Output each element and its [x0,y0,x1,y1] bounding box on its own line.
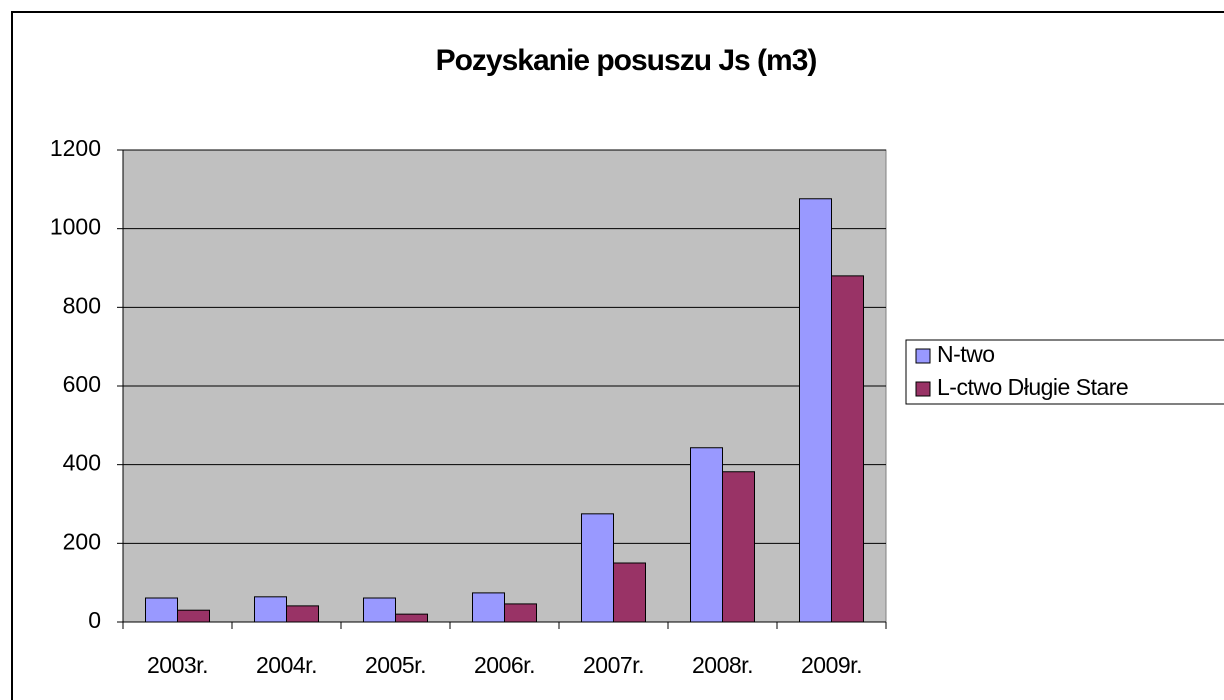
legend-swatch [915,381,931,397]
y-tick-label: 1000 [50,214,101,240]
bar [177,609,210,623]
legend-label: L-ctwo Długie Stare [937,374,1128,400]
x-tick-label: 2004r. [256,652,317,678]
bar [831,275,864,623]
y-tick-label: 800 [63,292,101,318]
x-tick-label: 2008r. [692,652,753,678]
x-tick-label: 2006r. [474,652,535,678]
bar [581,513,614,623]
y-tick-label: 600 [63,371,101,397]
bar [613,562,646,623]
bar [363,597,396,623]
bar [254,596,287,623]
legend-box [905,339,1224,405]
y-tick-label: 0 [88,607,101,633]
y-tick-label: 200 [63,528,101,554]
bar [145,597,178,623]
bar [504,603,537,623]
bar [395,613,428,623]
bar [722,471,755,623]
y-tick-label: 1200 [50,135,101,161]
bar [799,198,832,623]
x-tick-label: 2003r. [147,652,208,678]
y-tick-label: 400 [63,450,101,476]
x-tick-label: 2009r. [801,652,862,678]
x-tick-label: 2007r. [583,652,644,678]
legend-label: N-two [937,341,995,367]
bar [690,447,723,623]
bar [472,592,505,623]
x-tick-label: 2005r. [365,652,426,678]
legend-swatch [915,348,931,364]
chart-title: Pozyskanie posuszu Js (m3) [436,44,817,77]
bar [286,605,319,623]
